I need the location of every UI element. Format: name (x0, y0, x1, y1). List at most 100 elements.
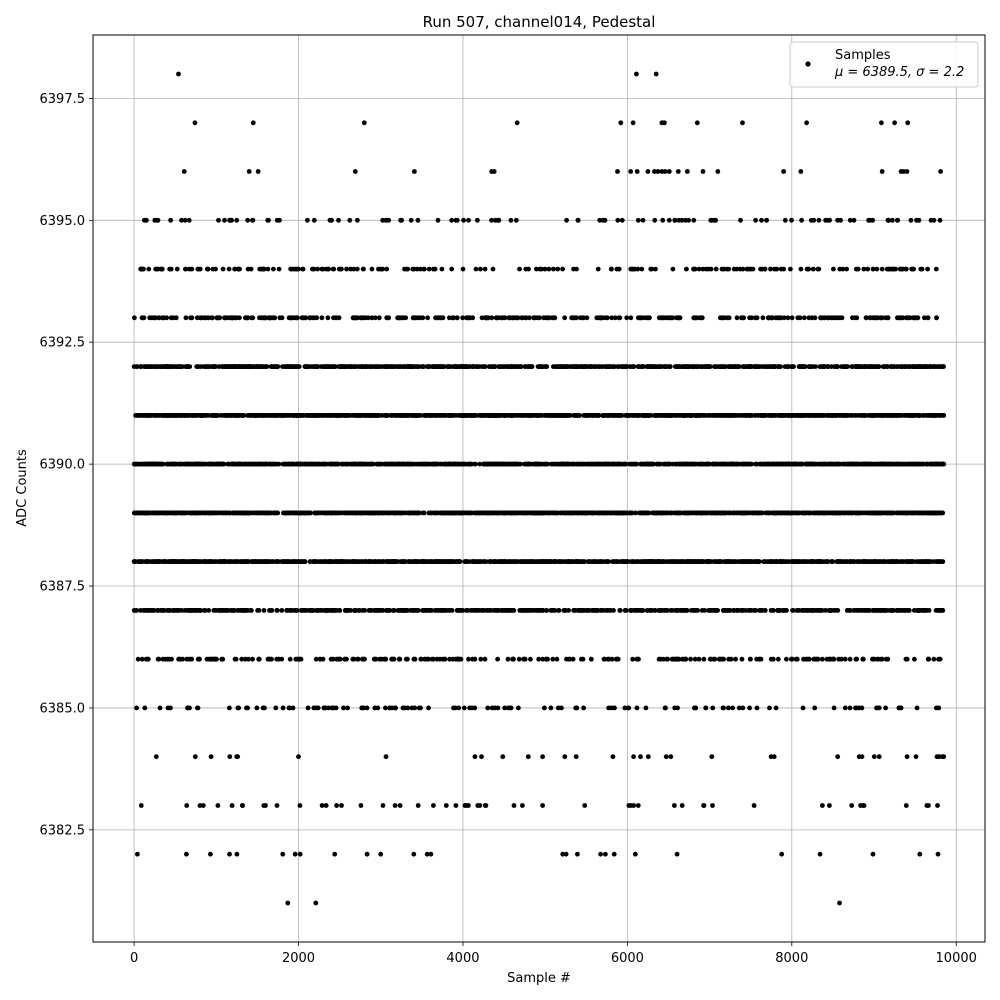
data-point (162, 559, 168, 564)
data-point (153, 754, 159, 760)
data-point (685, 559, 690, 564)
data-point (579, 656, 584, 662)
data-point (740, 559, 746, 564)
data-point (160, 656, 166, 662)
data-point (629, 510, 635, 516)
data-point (911, 461, 916, 467)
data-point (274, 803, 280, 808)
data-point (842, 705, 848, 711)
data-point (337, 608, 343, 613)
data-point (770, 608, 776, 613)
data-point (586, 608, 592, 613)
data-point (220, 656, 226, 662)
data-point (375, 510, 381, 516)
data-point (387, 510, 393, 516)
data-point (754, 705, 760, 711)
data-point (217, 559, 223, 564)
data-point (712, 656, 718, 662)
data-point (157, 705, 163, 711)
data-point (208, 851, 213, 857)
data-point (779, 851, 785, 857)
data-point (184, 656, 190, 662)
data-point (239, 656, 245, 662)
data-point (871, 608, 876, 613)
data-point (411, 851, 417, 857)
data-point (391, 608, 397, 613)
data-point (136, 510, 142, 516)
data-point (432, 559, 438, 564)
data-point (185, 461, 191, 467)
data-point (484, 510, 490, 516)
data-point (548, 559, 553, 564)
data-point (835, 608, 841, 613)
data-point (232, 656, 238, 662)
data-point (706, 559, 711, 564)
data-point (669, 608, 675, 613)
data-point (259, 559, 264, 564)
data-point (168, 705, 173, 711)
data-point (166, 656, 172, 662)
data-point (631, 608, 637, 613)
data-point (215, 803, 221, 808)
data-point (416, 705, 422, 711)
data-point (305, 705, 311, 711)
data-point (280, 705, 286, 711)
data-point (428, 559, 434, 564)
data-point (223, 608, 229, 613)
data-point (157, 559, 163, 564)
data-point (310, 608, 316, 613)
data-point (829, 559, 834, 564)
data-point (457, 559, 462, 564)
data-point (871, 656, 877, 662)
data-point (200, 803, 206, 808)
data-point (360, 608, 365, 613)
data-point (648, 461, 654, 467)
data-point (339, 803, 344, 808)
data-point (768, 754, 774, 760)
data-point (688, 656, 693, 662)
data-point (319, 608, 325, 613)
data-point (634, 705, 640, 711)
data-point (592, 608, 598, 613)
data-point (552, 559, 557, 564)
data-point (274, 461, 279, 467)
data-point (463, 559, 468, 564)
data-point (859, 705, 865, 711)
data-point (235, 461, 240, 467)
data-point (773, 705, 779, 711)
data-point (193, 461, 199, 467)
data-point (877, 608, 883, 613)
data-point (937, 656, 943, 662)
data-point (388, 461, 394, 467)
data-point (412, 705, 418, 711)
data-point (740, 461, 746, 467)
data-point (547, 510, 552, 516)
data-point (905, 510, 910, 516)
data-point (802, 559, 808, 564)
data-point (228, 461, 234, 467)
data-point (605, 559, 610, 564)
data-point (645, 608, 650, 613)
data-point (889, 608, 895, 613)
data-point (817, 608, 822, 613)
data-point (877, 559, 882, 564)
data-point (447, 608, 453, 613)
data-point (540, 656, 546, 662)
data-point (579, 608, 585, 613)
data-point (329, 608, 335, 613)
data-point (412, 656, 418, 662)
data-point (479, 608, 485, 613)
data-point (345, 705, 350, 711)
data-point (351, 461, 356, 467)
data-point (747, 705, 752, 711)
data-point (926, 656, 932, 662)
data-point (467, 461, 473, 467)
data-point (784, 510, 790, 516)
data-point (540, 803, 545, 808)
data-point (668, 754, 674, 760)
data-point (712, 510, 718, 516)
data-point (848, 461, 853, 467)
data-point (280, 851, 286, 857)
data-point (617, 608, 623, 613)
data-point (184, 851, 189, 857)
